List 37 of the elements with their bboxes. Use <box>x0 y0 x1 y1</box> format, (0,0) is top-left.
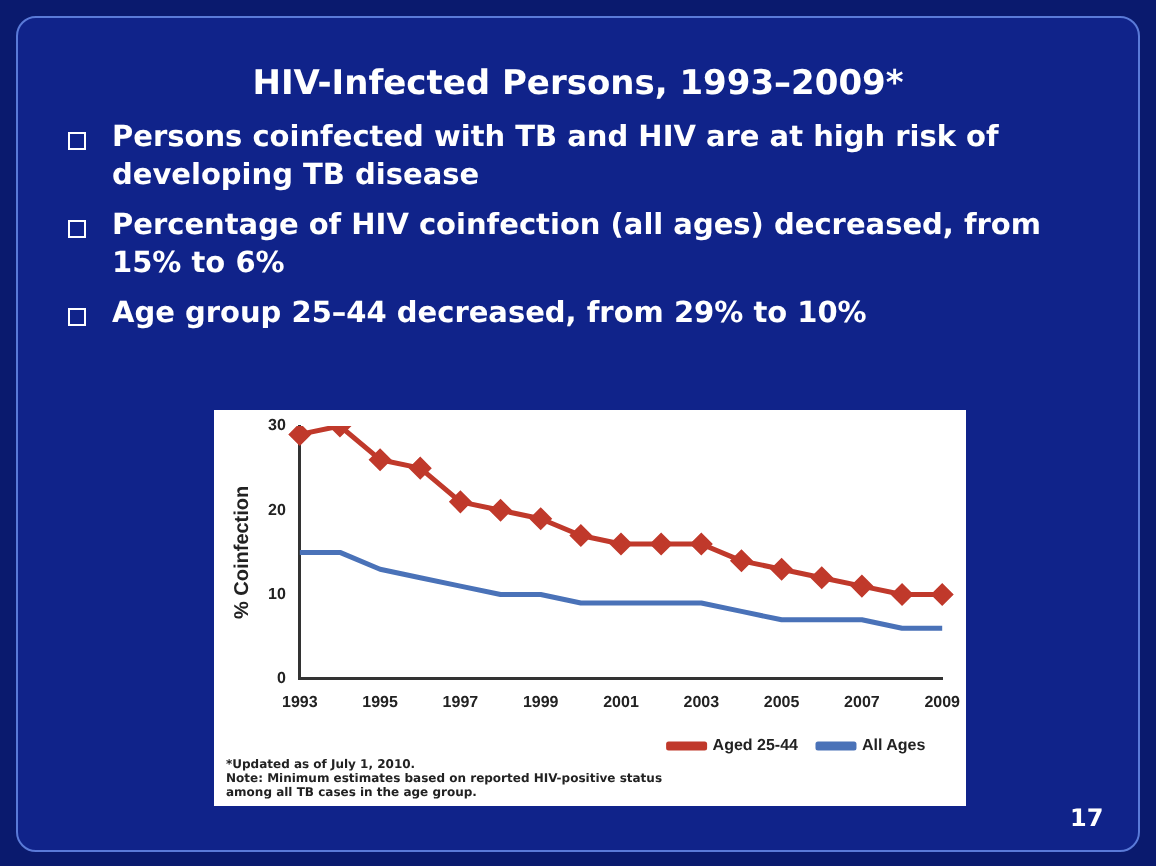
point <box>771 558 793 580</box>
point <box>610 533 632 555</box>
x-tick-label: 2001 <box>603 692 640 711</box>
point <box>730 550 752 572</box>
point <box>650 533 672 555</box>
point <box>490 499 512 521</box>
x-tick-label: 2009 <box>924 692 962 711</box>
chart-title: HIV-Infected Persons, 1993–2009* <box>250 64 906 104</box>
x-tick-label: 1993 <box>282 692 319 711</box>
y-tick-label: 10 <box>267 584 287 603</box>
y-tick-label: 20 <box>267 500 287 519</box>
text: 17 <box>1070 804 1104 832</box>
y-tick-label: 30 <box>267 416 287 435</box>
y-axis-title: % Coinfection <box>231 485 254 620</box>
text: Persons coinfected with TB and HIV are at high risk of developing TB disease <box>112 122 999 192</box>
x-tick-label: 1997 <box>442 692 480 711</box>
point <box>690 533 712 555</box>
point <box>449 491 471 513</box>
point <box>931 584 953 606</box>
point <box>530 508 552 530</box>
text: Percentage of HIV coinfection (all ages) decreased, from 15% to 6% <box>112 210 1041 280</box>
x-tick-label: 1999 <box>522 692 560 711</box>
text: Age group 25–44 decreased, from 29% to 10% <box>112 298 867 330</box>
y-tick-label: 0 <box>276 669 287 688</box>
point <box>811 567 833 589</box>
point <box>369 449 391 471</box>
x-tick-label: 1995 <box>362 692 399 711</box>
x-tick-label: 2007 <box>844 692 881 711</box>
point <box>851 575 873 597</box>
point <box>289 426 311 445</box>
legend-label: All Ages <box>861 736 927 755</box>
x-tick-label: 2003 <box>683 692 721 711</box>
point <box>409 457 431 479</box>
point <box>570 525 592 547</box>
legend-label: Aged 25-44 <box>712 736 800 755</box>
x-tick-label: 2005 <box>763 692 801 711</box>
point <box>891 584 913 606</box>
